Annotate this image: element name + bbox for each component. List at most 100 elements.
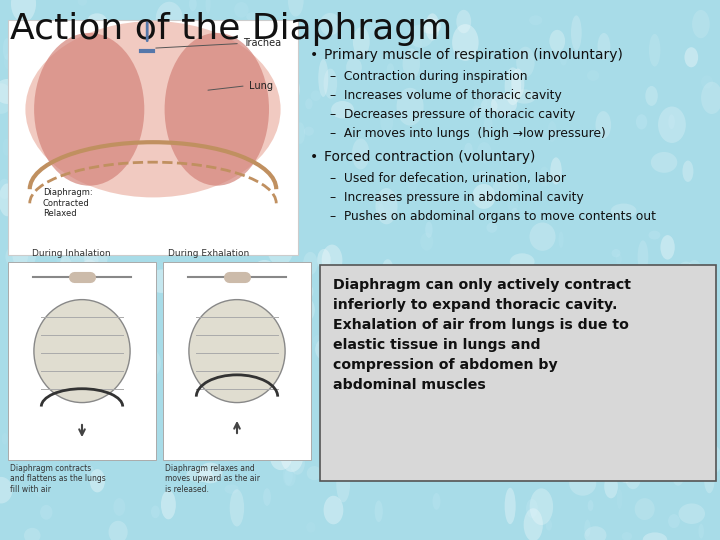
Ellipse shape — [454, 359, 477, 386]
Ellipse shape — [289, 281, 313, 302]
Ellipse shape — [420, 18, 441, 34]
FancyBboxPatch shape — [8, 262, 156, 460]
Ellipse shape — [261, 232, 267, 240]
Ellipse shape — [685, 260, 704, 296]
Ellipse shape — [283, 464, 293, 486]
Ellipse shape — [364, 21, 377, 33]
Ellipse shape — [562, 406, 580, 432]
Text: –  Decreases pressure of thoracic cavity: – Decreases pressure of thoracic cavity — [330, 108, 575, 121]
Ellipse shape — [305, 98, 312, 110]
Ellipse shape — [20, 350, 37, 387]
Ellipse shape — [85, 465, 94, 475]
Ellipse shape — [598, 33, 611, 60]
Ellipse shape — [408, 24, 433, 48]
Ellipse shape — [71, 73, 85, 107]
FancyBboxPatch shape — [163, 262, 311, 460]
Ellipse shape — [408, 174, 418, 192]
Ellipse shape — [40, 505, 53, 519]
Ellipse shape — [683, 160, 693, 182]
Ellipse shape — [109, 521, 127, 540]
Ellipse shape — [45, 211, 56, 234]
Ellipse shape — [511, 69, 524, 98]
Ellipse shape — [638, 240, 648, 273]
Ellipse shape — [584, 399, 598, 432]
Ellipse shape — [634, 498, 654, 520]
Ellipse shape — [484, 115, 492, 136]
Ellipse shape — [587, 70, 599, 81]
Ellipse shape — [474, 92, 487, 111]
Ellipse shape — [505, 68, 521, 105]
Text: Action of the Diaphragm: Action of the Diaphragm — [10, 12, 452, 46]
Text: Diaphragm relaxes and
moves upward as the air
is released.: Diaphragm relaxes and moves upward as th… — [165, 464, 260, 494]
Ellipse shape — [631, 453, 638, 469]
Ellipse shape — [678, 357, 693, 379]
Ellipse shape — [571, 15, 582, 50]
Ellipse shape — [60, 256, 72, 275]
Ellipse shape — [162, 92, 180, 118]
Text: Primary muscle of respiration (involuntary): Primary muscle of respiration (involunta… — [324, 48, 623, 62]
Ellipse shape — [588, 500, 593, 511]
Ellipse shape — [660, 235, 675, 260]
Ellipse shape — [102, 156, 115, 165]
Ellipse shape — [357, 415, 371, 426]
Ellipse shape — [402, 335, 410, 344]
Ellipse shape — [670, 267, 680, 305]
Ellipse shape — [184, 151, 189, 167]
Ellipse shape — [38, 218, 51, 245]
FancyBboxPatch shape — [320, 265, 716, 481]
Ellipse shape — [41, 399, 66, 429]
Ellipse shape — [529, 15, 542, 25]
Ellipse shape — [609, 419, 624, 435]
Ellipse shape — [167, 131, 179, 158]
Ellipse shape — [186, 468, 213, 482]
Ellipse shape — [476, 171, 490, 182]
Ellipse shape — [323, 69, 337, 99]
Ellipse shape — [511, 208, 518, 219]
Ellipse shape — [97, 365, 111, 375]
Ellipse shape — [310, 90, 321, 101]
Ellipse shape — [249, 285, 264, 299]
Ellipse shape — [165, 33, 269, 186]
Ellipse shape — [491, 93, 517, 115]
Ellipse shape — [595, 111, 611, 139]
Ellipse shape — [432, 347, 442, 384]
Ellipse shape — [113, 23, 119, 31]
Ellipse shape — [570, 470, 596, 496]
Ellipse shape — [701, 82, 720, 114]
Ellipse shape — [598, 297, 609, 306]
Ellipse shape — [539, 166, 549, 186]
Ellipse shape — [374, 501, 383, 522]
Ellipse shape — [322, 245, 343, 276]
Ellipse shape — [207, 130, 217, 150]
Ellipse shape — [121, 120, 127, 129]
Ellipse shape — [70, 158, 84, 178]
Ellipse shape — [156, 2, 183, 36]
Ellipse shape — [604, 475, 618, 498]
Ellipse shape — [303, 252, 318, 275]
Ellipse shape — [698, 524, 704, 538]
Ellipse shape — [387, 63, 395, 77]
Ellipse shape — [161, 490, 176, 519]
Ellipse shape — [414, 36, 422, 51]
Ellipse shape — [546, 519, 552, 531]
Text: Diaphragm can only actively contract
inferiorly to expand thoracic cavity.
Exhal: Diaphragm can only actively contract inf… — [333, 278, 631, 392]
Ellipse shape — [563, 330, 584, 361]
Ellipse shape — [25, 21, 281, 198]
Ellipse shape — [636, 114, 647, 130]
Text: Forced contraction (voluntary): Forced contraction (voluntary) — [324, 150, 536, 164]
Ellipse shape — [703, 445, 720, 474]
Ellipse shape — [225, 484, 239, 494]
Ellipse shape — [426, 350, 433, 359]
Ellipse shape — [110, 300, 128, 332]
Ellipse shape — [34, 300, 130, 403]
Text: Lung: Lung — [248, 81, 273, 91]
Ellipse shape — [24, 528, 40, 540]
Ellipse shape — [420, 233, 433, 251]
Ellipse shape — [253, 192, 259, 204]
Text: During Exhalation: During Exhalation — [168, 249, 249, 258]
Ellipse shape — [374, 360, 397, 377]
Ellipse shape — [189, 300, 285, 403]
Ellipse shape — [352, 138, 369, 170]
Ellipse shape — [518, 390, 532, 408]
Ellipse shape — [616, 254, 622, 265]
